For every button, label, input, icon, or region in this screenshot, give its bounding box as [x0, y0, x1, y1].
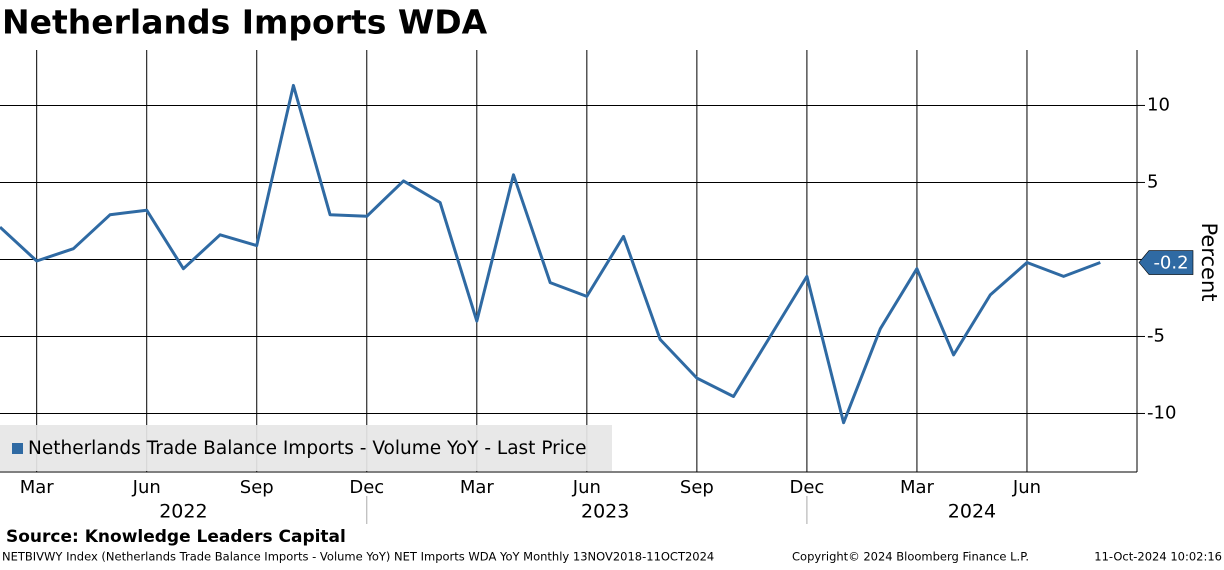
x-tick-label: Jun	[1012, 477, 1041, 498]
legend-box	[0, 425, 612, 471]
y-tick-label: -10	[1147, 402, 1176, 423]
timestamp: 11-Oct-2024 10:02:16	[1094, 550, 1222, 564]
x-tick-label: Dec	[349, 477, 384, 498]
footer: NETBIVWY Index (Netherlands Trade Balanc…	[2, 550, 714, 564]
series-line	[0, 83, 1101, 425]
last-price-label: -0.2	[1153, 253, 1188, 274]
y-tick-label: 10	[1147, 94, 1170, 115]
y-tick-label: 5	[1147, 171, 1158, 192]
source: Source: Knowledge Leaders Capital	[6, 527, 346, 547]
legend: Netherlands Trade Balance Imports - Volu…	[0, 425, 612, 471]
x-year-label: 2022	[159, 501, 207, 523]
last-price-tag	[1138, 250, 1194, 275]
x-tick-label: Jun	[132, 477, 161, 498]
legend-swatch	[12, 443, 23, 454]
chart-title: Netherlands Imports WDA	[2, 3, 488, 42]
x-year-label: 2023	[581, 501, 629, 523]
x-tick-label: Sep	[680, 477, 714, 498]
x-tick-label: Mar	[900, 477, 935, 498]
copyright: Copyright© 2024 Bloomberg Finance L.P.	[792, 550, 1029, 564]
x-tick-label: Dec	[789, 477, 824, 498]
x-tick-label: Mar	[460, 477, 495, 498]
legend-label: Netherlands Trade Balance Imports - Volu…	[28, 438, 586, 459]
x-tick-label: Sep	[240, 477, 274, 498]
x-year-label: 2024	[948, 501, 996, 523]
x-tick-label: Mar	[20, 477, 55, 498]
x-tick-label: Jun	[572, 477, 601, 498]
y-tick-label: -5	[1147, 325, 1165, 346]
y-axis-label: Percent	[1197, 222, 1221, 301]
